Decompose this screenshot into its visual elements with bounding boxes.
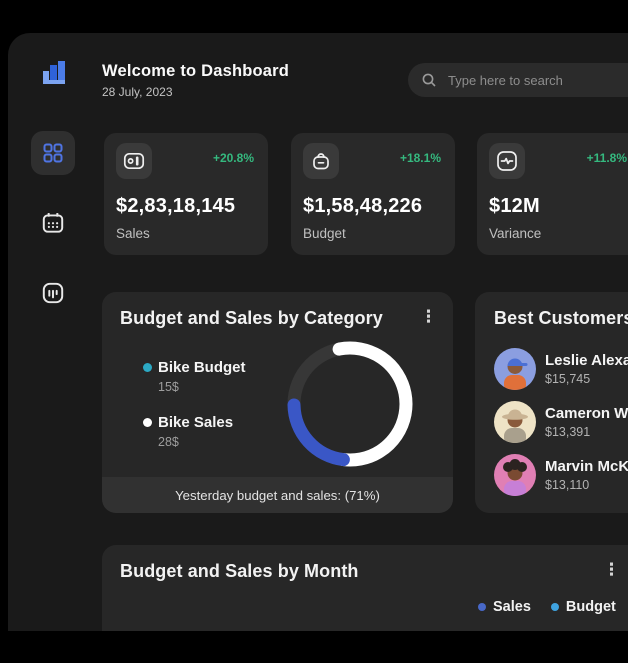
customer-amount: $13,391: [545, 425, 591, 439]
bike-budget-dot: [143, 363, 152, 372]
grid-icon: [41, 141, 65, 165]
category-card: Budget and Sales by Category ⋮ Bike Budg…: [102, 292, 453, 513]
avatar: [494, 401, 536, 443]
search-icon: [421, 72, 437, 88]
sidebar-item-dashboard[interactable]: [31, 131, 75, 175]
kebab-menu-icon[interactable]: ⋮: [603, 560, 620, 579]
change-badge: +11.8%: [586, 151, 627, 165]
month-card: Budget and Sales by Month ⋮ Sales Budget: [102, 545, 628, 631]
stat-value: $2,83,18,145: [116, 195, 236, 217]
sales-dot: [478, 603, 486, 611]
donut-arc-budget: [287, 341, 413, 467]
stat-card-variance: +11.8% $12M Variance: [477, 133, 628, 255]
sidebar-item-stats[interactable]: [39, 279, 67, 307]
stat-value: $1,58,48,226: [303, 195, 423, 217]
sidebar-item-calendar[interactable]: [39, 209, 67, 237]
change-badge: +18.1%: [399, 151, 441, 165]
month-card-title: Budget and Sales by Month: [120, 561, 359, 581]
customer-amount: $15,745: [545, 372, 591, 386]
stat-label: Variance: [489, 226, 542, 241]
category-card-footer: Yesterday budget and sales: (71%): [102, 477, 453, 513]
stat-card-budget: +18.1% $1,58,48,226 Budget: [291, 133, 455, 255]
search-bar[interactable]: [408, 63, 628, 97]
bar-gauge-icon: [40, 280, 66, 306]
best-customers-card: Best Customers Leslie Alexander $15,745: [475, 292, 628, 513]
avatar: [494, 454, 536, 496]
customer-row[interactable]: Cameron Williamson $13,391: [494, 401, 628, 443]
customer-amount: $13,110: [545, 478, 590, 492]
bike-sales-dot: [143, 418, 152, 427]
kebab-menu-icon[interactable]: ⋮: [420, 307, 437, 326]
category-card-title: Budget and Sales by Category: [120, 308, 383, 328]
customer-name: Leslie Alexander: [545, 352, 628, 369]
legend-label: Bike Sales: [158, 414, 234, 431]
customer-name: Marvin McKinney: [545, 458, 628, 475]
calendar-icon: [40, 210, 66, 236]
app-logo-icon: [40, 57, 68, 89]
stat-label: Budget: [303, 226, 346, 241]
change-badge: +20.8%: [212, 151, 254, 165]
best-customers-title: Best Customers: [494, 308, 628, 328]
stat-card-sales: +20.8% $2,83,18,145 Sales: [104, 133, 268, 255]
legend-label: Sales: [493, 599, 531, 615]
stat-label: Sales: [116, 226, 150, 241]
customer-row[interactable]: Marvin McKinney $13,110: [494, 454, 628, 496]
page-date: 28 July, 2023: [102, 85, 173, 99]
month-legend: Sales Budget: [478, 599, 616, 615]
search-input[interactable]: [446, 71, 628, 89]
poll-icon: [116, 143, 152, 179]
donut-arc-sales: [287, 341, 413, 467]
activity-icon: [489, 143, 525, 179]
budget-dot: [550, 603, 559, 611]
stat-value: $12M: [489, 195, 540, 217]
donut-chart: [287, 341, 413, 467]
legend-item-sales: Sales: [478, 599, 531, 615]
legend-label: Budget: [565, 599, 616, 615]
legend-value: 15$: [158, 380, 179, 394]
page-title: Welcome to Dashboard: [102, 62, 290, 80]
avatar: [494, 348, 536, 390]
legend-value: 28$: [158, 435, 179, 449]
legend-label: Bike Budget: [158, 359, 246, 376]
bag-icon: [303, 143, 339, 179]
legend-item-budget: Budget: [550, 599, 616, 615]
customer-row[interactable]: Leslie Alexander $15,745: [494, 348, 628, 390]
customer-name: Cameron Williamson: [545, 405, 628, 422]
